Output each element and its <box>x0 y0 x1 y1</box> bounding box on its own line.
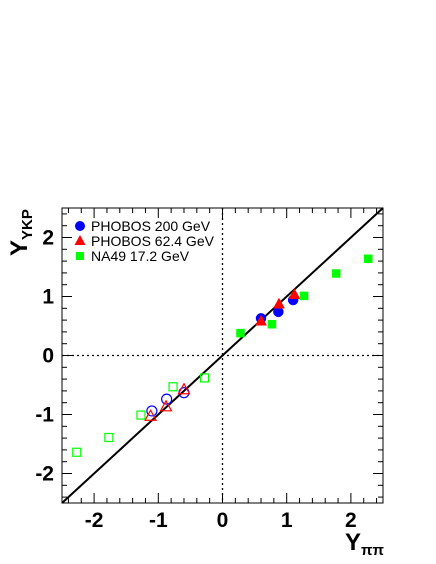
point-circle-0-5 <box>146 405 158 417</box>
point-triangle-1-2 <box>288 288 301 299</box>
x-axis-title: Yππ <box>345 529 385 559</box>
point-square-2-4 <box>363 254 373 263</box>
point-square-2-0 <box>236 328 245 338</box>
legend-marker-1 <box>74 235 86 245</box>
x-tick-label: -2 <box>85 509 104 532</box>
legend-label-1: PHOBOS 62.4 GeV <box>91 233 215 249</box>
diagonal-line <box>61 207 384 504</box>
point-square-2-9 <box>72 447 82 457</box>
point-triangle-1-3 <box>177 382 191 395</box>
y-tick-label: -2 <box>35 463 54 486</box>
x-tick-label: 1 <box>281 509 293 532</box>
legend-label-0: PHOBOS 200 GeV <box>91 218 211 234</box>
point-triangle-1-1 <box>273 297 285 309</box>
legend-label-2: NA49 17.2 GeV <box>91 248 190 264</box>
x-axis-title-main: Y <box>345 529 361 556</box>
y-tick-label: -1 <box>35 404 54 427</box>
y-tick-label: 2 <box>42 227 54 250</box>
legend-marker-0 <box>75 221 85 231</box>
x-axis-title-sub: ππ <box>361 542 384 559</box>
y-tick-label: 0 <box>42 345 54 368</box>
point-triangle-1-0 <box>255 314 267 326</box>
point-square-2-5 <box>199 373 210 383</box>
axis-ticks: -2 -1 0 1 2 -2 -1 0 1 2 <box>35 208 383 532</box>
y-axis-title: YYKP <box>6 209 36 256</box>
point-square-2-3 <box>331 269 341 278</box>
reference-lines <box>61 207 384 504</box>
x-tick-label: 2 <box>345 509 357 532</box>
legend-marker-2 <box>76 252 84 260</box>
point-square-2-6 <box>168 382 178 392</box>
point-square-2-2 <box>299 291 309 301</box>
point-square-2-8 <box>104 432 114 443</box>
y-axis-title-main: Y <box>6 240 33 256</box>
x-tick-label: -1 <box>149 509 168 532</box>
point-square-2-1 <box>267 319 277 329</box>
x-tick-label: 0 <box>217 509 229 532</box>
data-points <box>72 254 373 457</box>
point-circle-0-4 <box>161 393 173 405</box>
y-tick-label: 1 <box>42 286 54 309</box>
y-axis-title-sub: YKP <box>19 209 36 240</box>
point-square-2-7 <box>136 410 146 420</box>
point-triangle-1-4 <box>159 399 173 412</box>
point-triangle-1-5 <box>144 409 158 421</box>
